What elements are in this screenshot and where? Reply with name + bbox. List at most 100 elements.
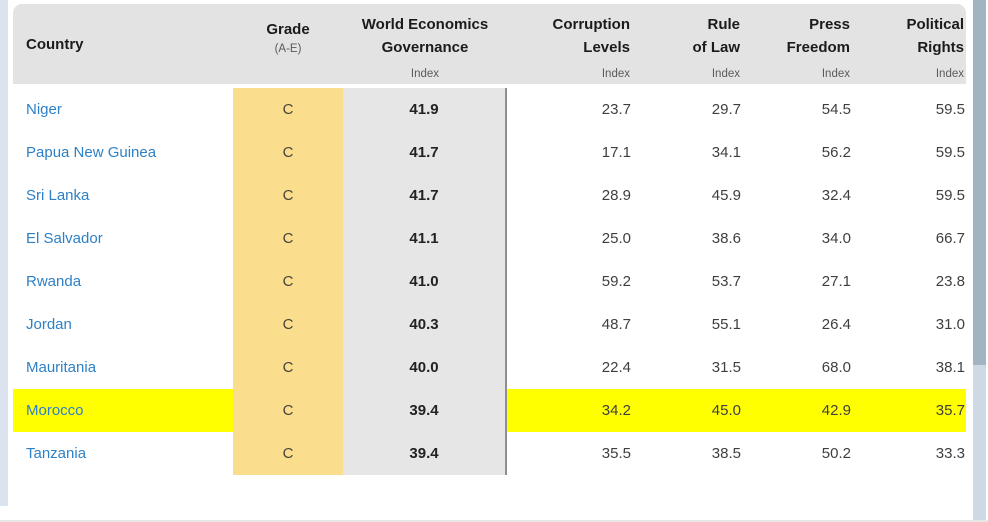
- country-cell: Morocco: [13, 389, 233, 432]
- grade-cell: C: [233, 432, 343, 475]
- corruption-index-cell: 35.5: [601, 445, 631, 462]
- scrollbar-thumb[interactable]: [973, 0, 986, 365]
- weg-index-cell: 41.7: [343, 174, 507, 217]
- col-header-weg-index: World Economics Governance Index: [343, 4, 507, 84]
- country-cell: Sri Lanka: [13, 174, 233, 217]
- country-cell: Papua New Guinea: [13, 131, 233, 174]
- press-freedom-index-cell: 32.4: [821, 187, 851, 204]
- col-header-press-freedom: Press Freedom Index: [742, 4, 852, 84]
- country-link[interactable]: Tanzania: [26, 445, 87, 462]
- col-header-corruption-line1: Corruption: [552, 16, 630, 33]
- rule-of-law-index-cell: 45.9: [711, 187, 741, 204]
- political-rights-index-cell: 66.7: [935, 230, 965, 247]
- political-rights-index-cell: 33.3: [935, 445, 965, 462]
- page-bottom-edge: [0, 520, 988, 522]
- weg-index-cell: 39.4: [343, 389, 507, 432]
- col-header-corruption-sub: Index: [601, 68, 630, 80]
- page-left-margin-strip: [0, 0, 8, 506]
- rule-of-law-index-cell: 38.6: [711, 230, 741, 247]
- rule-of-law-index-cell: 31.5: [711, 359, 741, 376]
- weg-index-cell: 41.0: [343, 260, 507, 303]
- col-header-corruption-lines: Corruption Levels: [507, 13, 630, 59]
- col-header-political-rights: Political Rights Index: [852, 4, 966, 84]
- country-link[interactable]: Rwanda: [26, 273, 82, 290]
- country-cell: El Salvador: [13, 217, 233, 260]
- weg-index-cell: 41.1: [343, 217, 507, 260]
- table-body: Niger C 41.9 23.7 29.7 54.5 59.5 Papua New Guin…: [13, 88, 966, 475]
- country-cell: Mauritania: [13, 346, 233, 389]
- col-header-political-rights-sub: Index: [935, 68, 964, 80]
- corruption-index-cell: 48.7: [601, 316, 631, 333]
- country-link[interactable]: Sri Lanka: [26, 187, 90, 204]
- press-freedom-index-cell: 34.0: [821, 230, 851, 247]
- weg-index-cell: 40.0: [343, 346, 507, 389]
- corruption-index-cell: 34.2: [507, 389, 632, 432]
- col-header-grade-sub: (A-E): [274, 43, 302, 55]
- table-header: Country Grade (A-E) World Economics Gove…: [13, 4, 966, 84]
- rule-of-law-index-cell: 53.7: [711, 273, 741, 290]
- col-header-rule-of-law-lines: Rule of Law: [632, 13, 741, 59]
- col-header-country-label: Country: [26, 35, 84, 53]
- table-row: Rwanda C 41.0 59.2 53.7 27.1 23.8: [13, 260, 966, 303]
- col-header-rule-of-law-line2: of Law: [692, 39, 741, 56]
- grade-cell: C: [233, 217, 343, 260]
- col-header-political-rights-line1: Political: [906, 16, 964, 33]
- grade-cell: C: [233, 131, 343, 174]
- grade-cell: C: [233, 174, 343, 217]
- table-row: El Salvador C 41.1 25.0 38.6 34.0 66.7: [13, 217, 966, 260]
- corruption-index-cell: 59.2: [601, 273, 631, 290]
- col-header-corruption-line2: Levels: [583, 39, 630, 56]
- political-rights-index-cell: 35.7: [852, 389, 966, 432]
- country-cell: Rwanda: [13, 260, 233, 303]
- country-link[interactable]: El Salvador: [26, 230, 103, 247]
- col-header-press-freedom-line1: Press: [809, 16, 850, 33]
- col-header-press-freedom-line2: Freedom: [786, 39, 850, 56]
- corruption-index-cell: 25.0: [601, 230, 631, 247]
- corruption-index-cell: 28.9: [601, 187, 631, 204]
- rule-of-law-index-cell: 55.1: [711, 316, 741, 333]
- rule-of-law-index-cell: 34.1: [711, 144, 741, 161]
- political-rights-index-cell: 59.5: [935, 144, 965, 161]
- col-header-rule-of-law-sub: Index: [711, 68, 740, 80]
- col-header-political-rights-lines: Political Rights: [852, 13, 964, 59]
- grade-cell: C: [233, 303, 343, 346]
- country-link[interactable]: Mauritania: [26, 359, 97, 376]
- table-row: Mauritania C 40.0 22.4 31.5 68.0 38.1: [13, 346, 966, 389]
- grade-cell: C: [233, 346, 343, 389]
- col-header-weg-line1: World Economics: [361, 16, 489, 33]
- political-rights-index-cell: 59.5: [935, 101, 965, 118]
- corruption-index-cell: 22.4: [601, 359, 631, 376]
- col-header-press-freedom-sub: Index: [821, 68, 850, 80]
- table-row-highlighted: Morocco C 39.4 34.2 45.0 42.9 35.7: [13, 389, 966, 432]
- col-header-political-rights-line2: Rights: [917, 39, 964, 56]
- col-header-weg-sub: Index: [410, 68, 440, 80]
- press-freedom-index-cell: 50.2: [821, 445, 851, 462]
- rule-of-law-index-cell: 29.7: [711, 101, 741, 118]
- country-link[interactable]: Jordan: [26, 316, 72, 333]
- col-header-weg-lines: World Economics Governance: [343, 13, 507, 59]
- table-row: Sri Lanka C 41.7 28.9 45.9 32.4 59.5: [13, 174, 966, 217]
- country-cell: Jordan: [13, 303, 233, 346]
- vertical-scrollbar[interactable]: [973, 0, 986, 522]
- press-freedom-index-cell: 54.5: [821, 101, 851, 118]
- country-link[interactable]: Morocco: [26, 402, 84, 419]
- country-link[interactable]: Niger: [26, 101, 62, 118]
- col-header-press-freedom-lines: Press Freedom: [742, 13, 850, 59]
- col-header-weg-line2: Governance: [381, 39, 469, 56]
- press-freedom-index-cell: 26.4: [821, 316, 851, 333]
- weg-index-cell: 41.9: [343, 88, 507, 131]
- corruption-index-cell: 23.7: [601, 101, 631, 118]
- col-header-country: Country: [13, 4, 233, 84]
- press-freedom-index-cell: 42.9: [742, 389, 852, 432]
- political-rights-index-cell: 31.0: [935, 316, 965, 333]
- country-link[interactable]: Papua New Guinea: [26, 144, 157, 161]
- political-rights-index-cell: 59.5: [935, 187, 965, 204]
- col-header-grade-label: Grade: [266, 21, 310, 38]
- table-row: Tanzania C 39.4 35.5 38.5 50.2 33.3: [13, 432, 966, 475]
- corruption-index-cell: 17.1: [601, 144, 631, 161]
- grade-cell: C: [233, 389, 343, 432]
- political-rights-index-cell: 38.1: [935, 359, 965, 376]
- grade-cell: C: [233, 88, 343, 131]
- country-cell: Niger: [13, 88, 233, 131]
- col-header-corruption: Corruption Levels Index: [507, 4, 632, 84]
